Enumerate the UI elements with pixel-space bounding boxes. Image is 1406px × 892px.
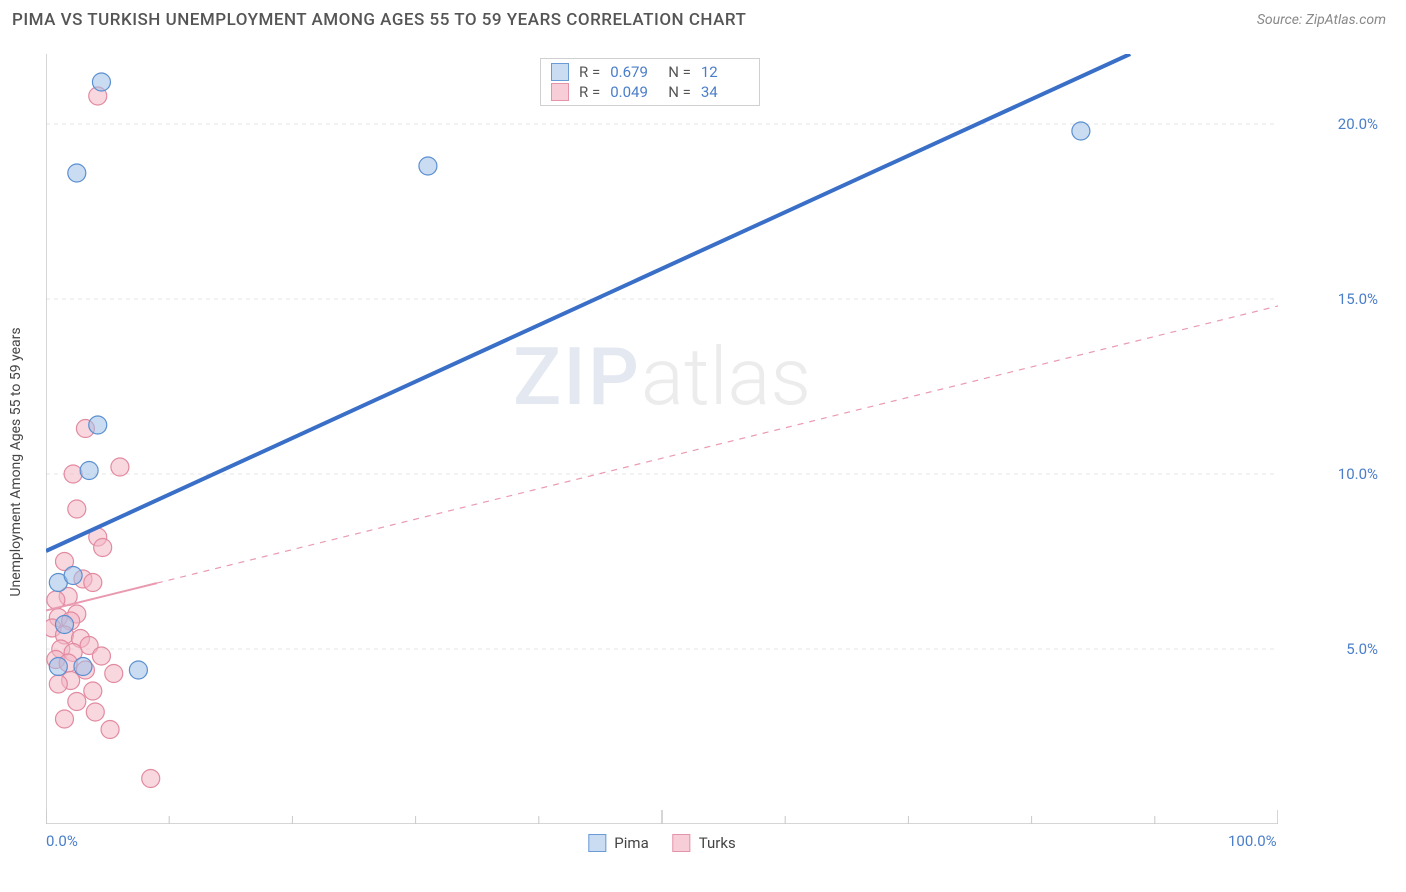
legend-label: Pima	[614, 834, 648, 852]
y-tick-label: 20.0%	[1288, 115, 1378, 133]
r-label: R =	[579, 83, 600, 101]
series-swatch	[551, 83, 569, 101]
n-value: 12	[701, 63, 749, 81]
y-tick-label: 15.0%	[1288, 290, 1378, 308]
r-value: 0.049	[610, 83, 658, 101]
legend-swatch	[588, 834, 606, 852]
x-tick-label: 100.0%	[1228, 832, 1277, 850]
n-label: N =	[668, 83, 691, 101]
chart-title: PIMA VS TURKISH UNEMPLOYMENT AMONG AGES …	[12, 10, 746, 30]
y-tick-label: 5.0%	[1288, 640, 1378, 658]
r-label: R =	[579, 63, 600, 81]
legend-label: Turks	[699, 834, 736, 852]
correlation-stats-box: R = 0.679 N = 12 R = 0.049 N = 34	[540, 58, 760, 106]
x-tick-label: 0.0%	[46, 832, 78, 850]
chart-container: Unemployment Among Ages 55 to 59 years Z…	[46, 54, 1386, 854]
source-credit: Source: ZipAtlas.com	[1257, 12, 1386, 28]
stats-row: R = 0.049 N = 34	[551, 83, 749, 101]
n-value: 34	[701, 83, 749, 101]
plot-area: ZIPatlas R =0.679N =12R =0.049N =34 5.0%…	[46, 54, 1278, 824]
n-label: N =	[668, 63, 691, 81]
r-value: 0.679	[610, 63, 658, 81]
legend-item: Pima	[588, 834, 648, 852]
stats-row: R = 0.679 N = 12	[551, 63, 749, 81]
series-swatch	[551, 63, 569, 81]
legend-item: Turks	[673, 834, 736, 852]
scatter-plot-svg	[46, 54, 1278, 824]
y-axis-label: Unemployment Among Ages 55 to 59 years	[8, 327, 24, 596]
legend-swatch	[673, 834, 691, 852]
series-legend: Pima Turks	[588, 834, 735, 852]
y-tick-label: 10.0%	[1288, 465, 1378, 483]
